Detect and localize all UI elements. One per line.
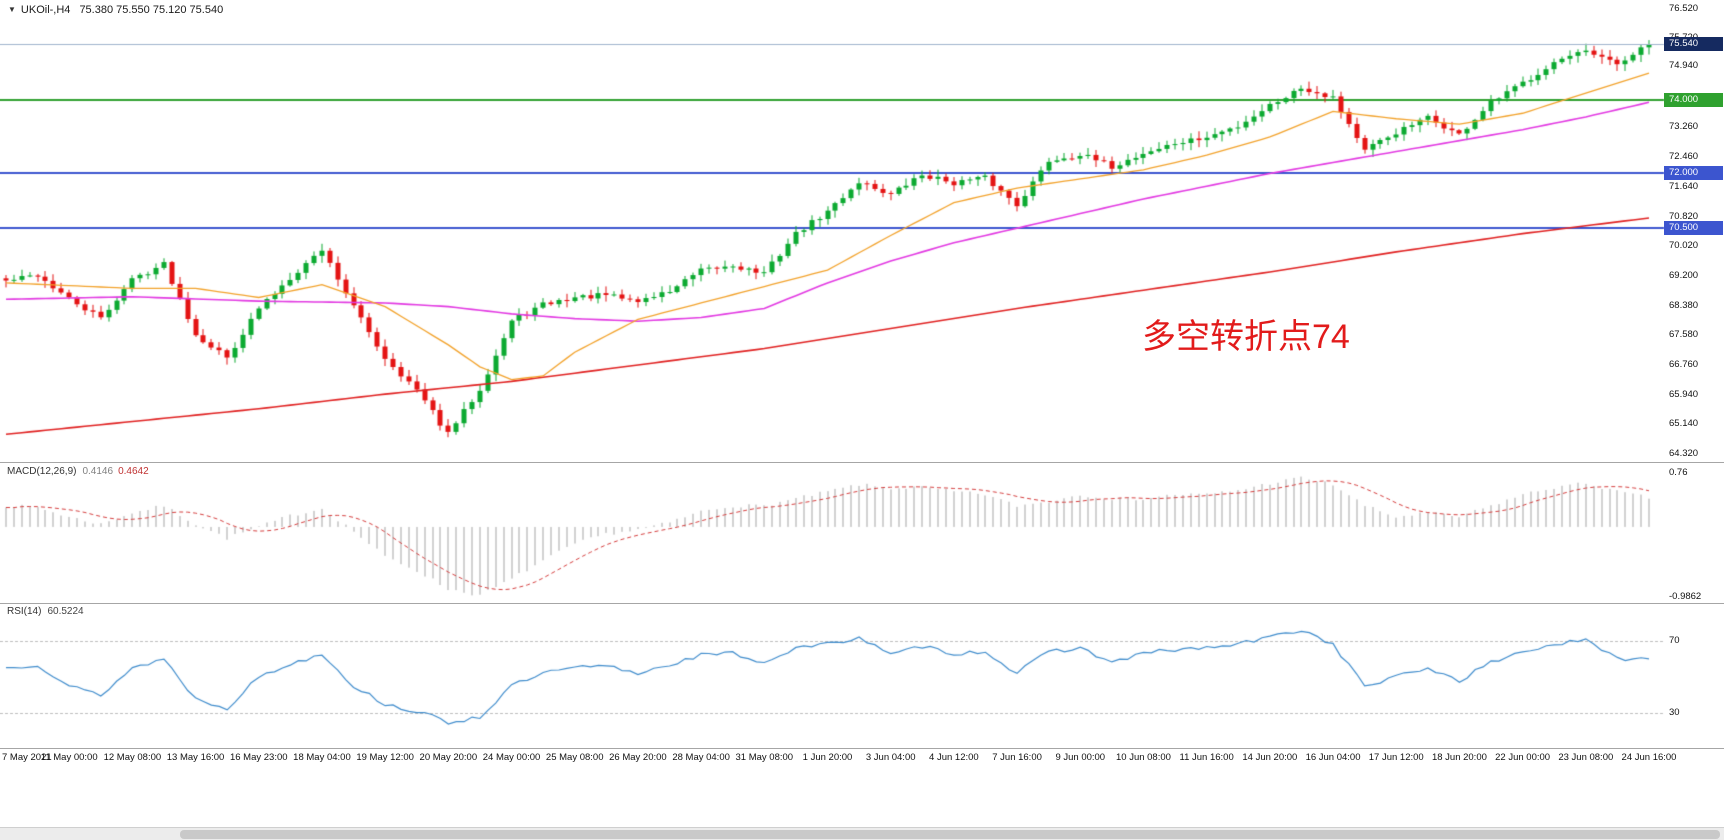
rsi-indicator-label: RSI(14) 60.5224 xyxy=(7,606,84,617)
time-axis-label: 10 Jun 08:00 xyxy=(1115,752,1171,763)
price-tick-label: 70.820 xyxy=(1669,210,1699,222)
time-axis-label: 11 May 00:00 xyxy=(40,752,98,763)
rsi-level-label: 70 xyxy=(1669,634,1680,646)
symbol-timeframe-label: UKOil-,H4 xyxy=(20,4,71,16)
time-axis-label: 13 May 16:00 xyxy=(166,752,225,763)
time-axis-label: 1 Jun 20:00 xyxy=(802,752,853,763)
time-axis-label: 24 Jun 16:00 xyxy=(1621,752,1677,763)
price-tick-label: 76.520 xyxy=(1669,2,1699,14)
time-axis-label: 14 Jun 20:00 xyxy=(1242,752,1298,763)
time-axis-label: 23 Jun 08:00 xyxy=(1558,752,1614,763)
rsi-level-label: 30 xyxy=(1669,707,1680,719)
price-axis[interactable]: 76.520 75.720 74.940 73.260 72.460 71.640 70.8… xyxy=(1664,0,1724,770)
time-axis-label: 16 May 23:00 xyxy=(229,752,288,763)
panel-separator xyxy=(0,603,1724,604)
time-axis-label: 17 Jun 12:00 xyxy=(1368,752,1424,763)
time-axis-label: 12 May 08:00 xyxy=(103,752,162,763)
price-tick-label: 68.380 xyxy=(1669,299,1699,311)
time-axis-label: 22 Jun 00:00 xyxy=(1495,752,1551,763)
horizontal-scrollbar[interactable] xyxy=(0,827,1724,840)
scrollbar-thumb[interactable] xyxy=(180,830,1720,839)
price-tick-label: 65.940 xyxy=(1669,388,1699,400)
rsi-name: RSI(14) xyxy=(7,606,42,617)
time-axis-label: 7 May 2021 xyxy=(2,752,52,763)
time-axis-label: 26 May 20:00 xyxy=(609,752,667,763)
price-tick-label: 71.640 xyxy=(1669,180,1699,192)
time-axis-label: 7 Jun 16:00 xyxy=(992,752,1042,763)
macd-name: MACD(12,26,9) xyxy=(7,466,77,477)
time-axis-label: 18 Jun 20:00 xyxy=(1431,752,1487,763)
price-tick-label: 74.940 xyxy=(1669,60,1699,72)
panel-separator xyxy=(0,748,1724,749)
price-tick-label: 72.460 xyxy=(1669,150,1699,162)
price-tick-label: 66.760 xyxy=(1669,358,1699,370)
panel-separator xyxy=(0,462,1724,463)
level-price-badge: 72.000 xyxy=(1664,166,1723,181)
time-axis-label: 11 Jun 16:00 xyxy=(1179,752,1234,763)
time-axis-label: 9 Jun 00:00 xyxy=(1055,752,1106,763)
chart-annotation-text: 多空转折点74 xyxy=(1142,318,1350,356)
price-tick-label: 75.720 xyxy=(1669,32,1698,43)
rsi-value: 60.5224 xyxy=(47,606,84,617)
price-tick-label: 67.580 xyxy=(1669,328,1699,340)
level-price-badge: 70.500 xyxy=(1664,221,1723,236)
macd-main-value: 0.4146 xyxy=(82,466,114,477)
price-tick-label: 64.320 xyxy=(1669,447,1699,459)
time-axis-label: 18 May 04:00 xyxy=(293,752,351,763)
macd-indicator-label: MACD(12,26,9) 0.4146 0.4642 xyxy=(7,466,149,477)
time-axis-label: 24 May 00:00 xyxy=(482,752,541,763)
bid-price-badge: 75.540 xyxy=(1664,37,1723,52)
level-price-badge: 74.000 xyxy=(1664,93,1723,108)
price-tick-label: 69.200 xyxy=(1669,269,1699,281)
macd-tick-label: 0.76 xyxy=(1669,467,1688,479)
price-tick-label: 73.260 xyxy=(1669,121,1699,133)
time-axis-label: 25 May 08:00 xyxy=(545,752,604,763)
ohlc-readout: 75.380 75.550 75.120 75.540 xyxy=(79,4,224,16)
time-axis-label: 3 Jun 04:00 xyxy=(865,752,916,763)
time-axis-label: 31 May 08:00 xyxy=(735,752,794,763)
time-axis-label: 19 May 12:00 xyxy=(356,752,414,763)
time-axis-label: 16 Jun 04:00 xyxy=(1305,752,1361,763)
symbol-info-bar: ▼ UKOil-,H4 75.380 75.550 75.120 75.540 xyxy=(8,4,223,16)
price-tick-label: 70.020 xyxy=(1669,239,1699,251)
collapse-arrow-icon[interactable]: ▼ xyxy=(8,5,16,14)
macd-signal-value: 0.4642 xyxy=(118,466,149,477)
time-axis-label: 20 May 20:00 xyxy=(419,752,478,763)
macd-tick-label: -0.9862 xyxy=(1669,590,1702,602)
time-axis-label: 4 Jun 12:00 xyxy=(929,752,979,763)
price-tick-label: 65.140 xyxy=(1669,417,1699,429)
time-axis[interactable]: 7 May 2021 11 May 00:00 12 May 08:00 13 May… xyxy=(0,752,1724,766)
time-axis-label: 28 May 04:00 xyxy=(672,752,730,763)
